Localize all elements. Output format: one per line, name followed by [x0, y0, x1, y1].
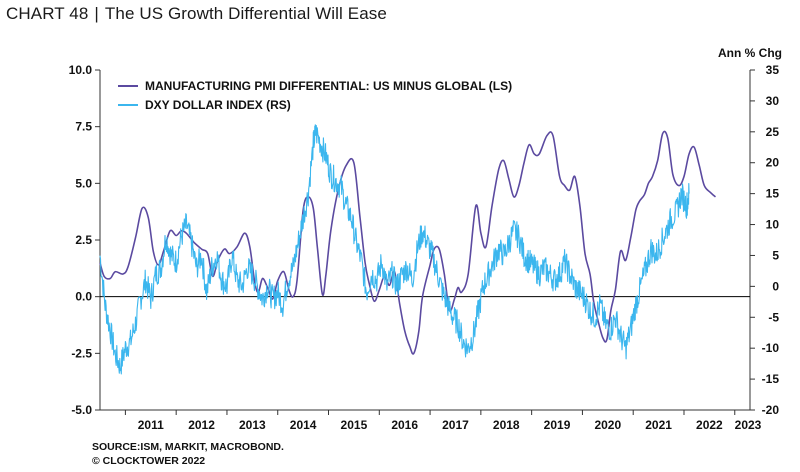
axes-group: 10.07.55.02.50.0-2.5-5.035302520151050-5… — [69, 63, 780, 432]
right-tick-label: -10 — [762, 341, 780, 355]
x-tick-label: 2016 — [391, 418, 418, 432]
right-tick-label: 5 — [772, 248, 779, 262]
series-group — [99, 124, 716, 375]
right-tick-label: 15 — [766, 187, 780, 201]
x-tick-label: 2012 — [188, 418, 215, 432]
copyright-note: © CLOCKTOWER 2022 — [92, 455, 206, 467]
series-line-pmi-differential — [99, 130, 716, 355]
right-tick-label: 30 — [766, 94, 780, 108]
left-tick-label: 2.5 — [75, 233, 92, 247]
x-tick-label: 2022 — [696, 418, 723, 432]
x-tick-label: 2018 — [493, 418, 520, 432]
left-tick-label: -5.0 — [71, 403, 92, 417]
series-line-dxy — [99, 124, 690, 375]
chart-number: CHART 48 — [6, 4, 89, 23]
left-tick-label: 0.0 — [75, 290, 92, 304]
x-tick-label: 2011 — [138, 418, 164, 432]
x-tick-label: 2014 — [290, 418, 317, 432]
x-tick-label: 2020 — [594, 418, 621, 432]
right-tick-label: -20 — [762, 403, 780, 417]
x-tick-label: 2021 — [645, 418, 672, 432]
right-tick-label: -15 — [762, 372, 780, 386]
left-tick-label: 10.0 — [69, 63, 93, 77]
x-tick-label: 2015 — [341, 418, 368, 432]
x-tick-label: 2013 — [239, 418, 266, 432]
right-tick-label: -5 — [768, 310, 779, 324]
legend: MANUFACTURING PMI DIFFERENTIAL: US MINUS… — [118, 79, 512, 112]
footer: SOURCE:ISM, MARKIT, MACROBOND. © CLOCKTO… — [92, 440, 284, 468]
right-tick-label: 0 — [772, 279, 779, 293]
source-note: SOURCE:ISM, MARKIT, MACROBOND. — [92, 441, 284, 453]
right-tick-label: 10 — [766, 218, 780, 232]
left-tick-label: 5.0 — [75, 176, 92, 190]
legend-label: MANUFACTURING PMI DIFFERENTIAL: US MINUS… — [145, 79, 512, 93]
right-tick-label: 20 — [766, 156, 780, 170]
right-tick-label: 35 — [766, 63, 780, 77]
left-tick-label: -2.5 — [71, 346, 92, 360]
legend-label: DXY DOLLAR INDEX (RS) — [145, 98, 291, 112]
title-separator: | — [94, 4, 99, 23]
right-tick-label: 25 — [766, 125, 780, 139]
x-tick-label: 2023 — [735, 418, 762, 432]
chart-title-text: The US Growth Differential Will Ease — [104, 4, 387, 23]
right-axis-unit-label: Ann % Chg — [718, 46, 782, 60]
x-tick-label: 2019 — [544, 418, 571, 432]
x-tick-label: 2017 — [442, 418, 469, 432]
left-tick-label: 7.5 — [75, 120, 92, 134]
chart-title: CHART 48 | The US Growth Differential Will… — [6, 4, 387, 24]
